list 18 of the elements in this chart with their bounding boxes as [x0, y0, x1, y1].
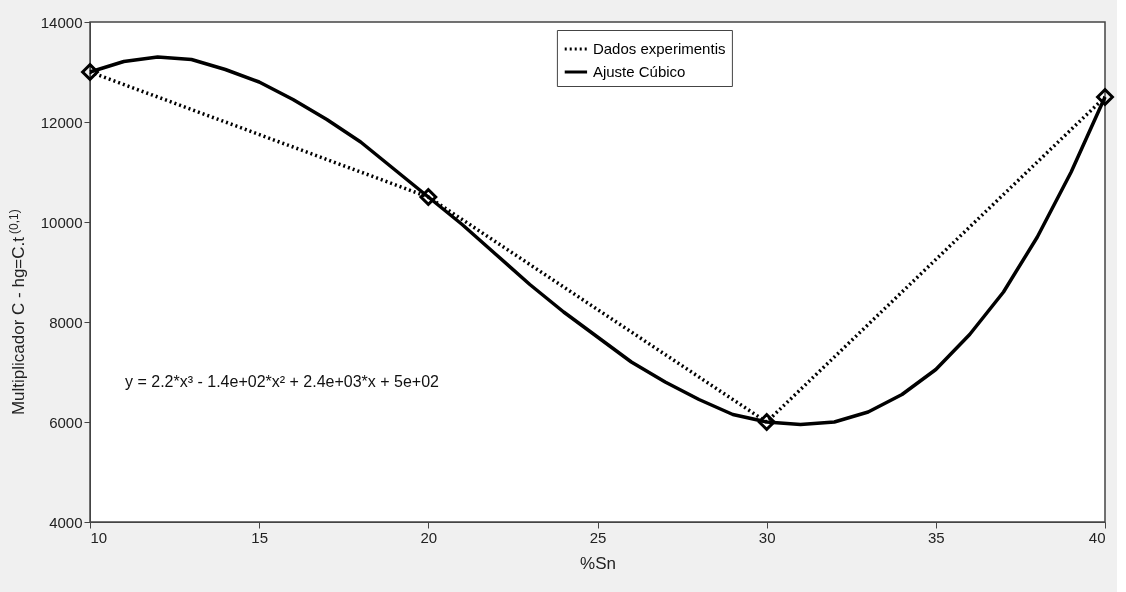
x-tick-label: 15 [251, 528, 269, 546]
y-tick-label: 12000 [40, 113, 83, 131]
y-tick-label: 4000 [49, 513, 83, 531]
y-tick-label: 8000 [49, 313, 83, 331]
legend-label: Dados experimentis [592, 40, 726, 57]
x-tick-label: 10 [90, 528, 108, 546]
y-tick-label: 14000 [40, 13, 83, 31]
x-tick-label: 30 [758, 528, 776, 546]
y-axis-title: Multiplicador C - hg=C.t(0,1) [7, 209, 28, 416]
y-tick-label: 6000 [49, 413, 83, 431]
x-axis-title: %Sn [580, 553, 616, 573]
legend-label: Ajuste Cúbico [592, 63, 686, 80]
x-tick-label: 35 [927, 528, 945, 546]
y-tick-label: 10000 [40, 213, 83, 231]
x-tick-label: 40 [1088, 528, 1106, 546]
x-tick-label: 20 [420, 528, 438, 546]
annotation: y = 2.2*x³ - 1.4e+02*x² + 2.4e+03*x + 5e+02 [125, 373, 440, 390]
x-tick-label: 25 [589, 528, 607, 546]
